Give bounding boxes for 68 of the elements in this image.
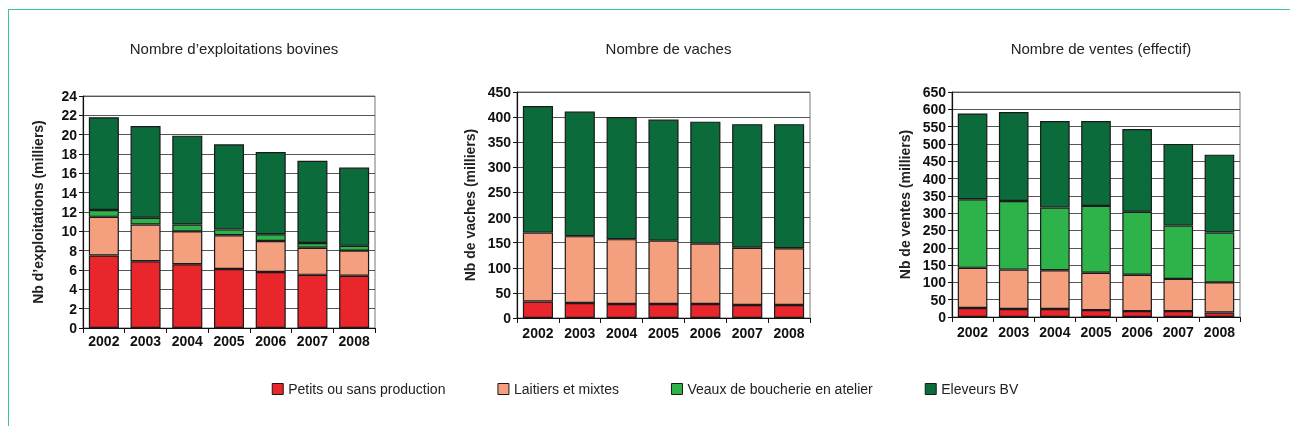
x-tick-label: 2003 [998, 324, 1030, 340]
y-tick-label: 16 [61, 165, 78, 182]
y-tick-label: 500 [922, 135, 947, 152]
y-tick-label: 50 [930, 291, 947, 308]
legend-label: Laitiers et mixtes [513, 381, 619, 397]
x-tick-label: 2008 [1203, 324, 1236, 340]
chart-title: Nombre d’exploitations bovines [129, 40, 339, 57]
y-tick-label: 2 [69, 300, 78, 317]
x-tick-label: 2008 [773, 325, 805, 341]
y-tick-label: 200 [487, 209, 512, 226]
y-tick-label: 0 [69, 320, 78, 336]
x-tick-label: 2005 [647, 325, 680, 341]
x-tick-label: 2006 [1121, 324, 1153, 340]
y-tick-label: 150 [922, 257, 947, 274]
x-tick-label: 2002 [522, 325, 554, 341]
y-tick-label: 350 [487, 134, 512, 151]
y-tick-label: 0 [938, 309, 947, 325]
y-tick-label: 100 [487, 259, 512, 276]
y-axis-title: Nb d’exploitations (milliers) [30, 120, 46, 304]
y-tick-label: 450 [922, 153, 947, 170]
y-tick-label: 24 [61, 88, 78, 104]
legend-label: Veaux de boucherie en atelier [687, 381, 874, 397]
x-tick-label: 2003 [129, 333, 162, 349]
y-tick-label: 300 [487, 159, 512, 176]
y-tick-label: 400 [487, 109, 512, 126]
x-tick-label: 2002 [956, 324, 989, 340]
legend-label: Eleveurs BV [941, 381, 1019, 397]
y-tick-label: 10 [61, 223, 78, 240]
y-tick-label: 4 [69, 281, 78, 298]
y-tick-label: 250 [922, 222, 947, 239]
chart-title: Nombre de ventes (effectif) [1010, 40, 1192, 57]
x-tick-label: 2007 [1162, 324, 1195, 340]
y-tick-label: 400 [922, 170, 947, 187]
y-tick-label: 300 [922, 205, 947, 222]
x-tick-label: 2003 [564, 325, 596, 341]
x-tick-label: 2005 [1080, 324, 1112, 340]
x-tick-label: 2007 [296, 333, 329, 349]
x-tick-label: 2006 [689, 325, 722, 341]
y-tick-label: 6 [69, 262, 78, 278]
x-tick-label: 2005 [213, 333, 245, 349]
y-tick-label: 22 [61, 107, 78, 124]
y-tick-label: 650 [922, 84, 947, 100]
y-tick-label: 250 [487, 184, 512, 201]
x-tick-label: 2008 [338, 333, 370, 349]
x-tick-label: 2004 [606, 325, 638, 341]
y-tick-label: 12 [61, 204, 78, 220]
y-tick-label: 450 [487, 84, 512, 100]
y-tick-label: 8 [69, 242, 78, 259]
chart-title: Nombre de vaches [605, 40, 732, 57]
legend-label: Petits ou sans production [288, 381, 446, 397]
x-tick-label: 2006 [255, 333, 287, 349]
y-tick-label: 14 [61, 184, 78, 201]
y-tick-label: 100 [922, 274, 947, 291]
y-tick-label: 18 [61, 146, 78, 162]
x-tick-label: 2007 [731, 325, 763, 341]
x-tick-label: 2004 [171, 333, 204, 349]
y-tick-label: 350 [922, 187, 947, 204]
y-tick-label: 600 [922, 101, 947, 118]
y-tick-label: 0 [503, 310, 512, 326]
y-tick-label: 550 [922, 118, 947, 135]
y-axis-title: Nb de ventes (milliers) [897, 129, 913, 280]
y-tick-label: 200 [922, 239, 947, 256]
x-tick-label: 2002 [88, 333, 120, 349]
y-axis-title: Nb de vaches (milliers) [461, 128, 478, 282]
y-tick-label: 20 [61, 126, 78, 143]
y-tick-label: 50 [495, 284, 512, 301]
y-tick-label: 150 [487, 234, 512, 251]
x-tick-label: 2004 [1039, 324, 1071, 340]
